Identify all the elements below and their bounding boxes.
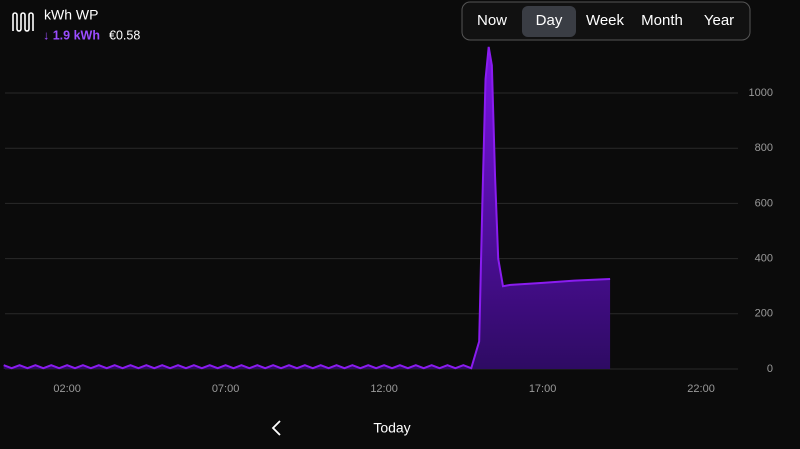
usage: ↓ 1.9 kWh: [43, 28, 100, 42]
cost: €0.58: [109, 28, 140, 42]
date-label: Today: [373, 420, 410, 436]
tab-label: Week: [586, 12, 625, 29]
y-tick-label: 400: [755, 253, 773, 265]
x-tick-label: 07:00: [212, 383, 240, 395]
tab[interactable]: Year: [704, 12, 734, 29]
tab-label: Day: [536, 12, 563, 29]
heater-icon: [12, 12, 34, 32]
tabs: Now Day Week Month Year: [477, 6, 734, 37]
tab-label: Year: [704, 12, 734, 29]
x-tick-label: 22:00: [687, 383, 715, 395]
area: [3, 46, 611, 369]
back-button[interactable]: [271, 420, 281, 436]
tab[interactable]: Now: [477, 12, 507, 29]
tab[interactable]: Month: [641, 12, 683, 29]
tab[interactable]: Day: [522, 6, 576, 37]
tab[interactable]: Week: [586, 12, 625, 29]
x-tick-label: 12:00: [370, 383, 398, 395]
chart: 0 200 400 600 800 1000 02:00 07:00 12:00 17:00 22:…: [3, 46, 773, 395]
y-tick-label: 600: [755, 197, 773, 209]
tab-label: Now: [477, 12, 507, 29]
y-tick-label: 800: [755, 142, 773, 154]
tab-label: Month: [641, 12, 683, 29]
line: [3, 46, 611, 370]
title: kWh WP: [44, 7, 98, 23]
y-tick-label: 0: [767, 363, 773, 375]
tab-highlight: [522, 6, 576, 37]
y-tick-label: 1000: [749, 87, 773, 99]
x-tick-label: 02:00: [53, 383, 81, 395]
x-tick-label: 17:00: [529, 383, 557, 395]
y-tick-label: 200: [755, 308, 773, 320]
